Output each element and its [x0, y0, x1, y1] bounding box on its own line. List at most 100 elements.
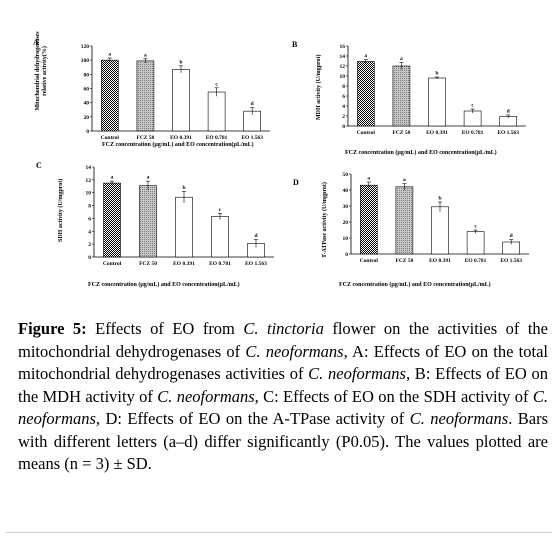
y-tick-label: 20: [343, 220, 349, 226]
y-tick-label: 40: [343, 188, 349, 194]
panel-a-xlabel: FCZ concentration (μg/mL) and EO concent…: [102, 142, 254, 148]
significance-letter: a: [364, 53, 367, 59]
x-category-label: Control: [360, 258, 379, 264]
panel-c-chart: 0 2 4 6 8 10 12 14 a Control a FCZ 50 b EO 0.391 c EO 0…: [84, 165, 284, 279]
bar-4: [211, 216, 229, 258]
panel-a-ylabel: Mitochondrial dehydrogenases relative ac…: [35, 16, 49, 126]
bar-2: [139, 185, 157, 258]
panel-label-b: B: [292, 40, 298, 49]
x-category-label: EO 1.563: [497, 130, 519, 136]
x-category-label: EO 1.563: [500, 258, 522, 264]
bar-1: [356, 61, 375, 127]
y-tick-label: 60: [84, 87, 90, 93]
bar-1: [359, 184, 378, 255]
y-tick-label: 6: [88, 216, 91, 222]
panel-chart-svg: 0 2 4 6 8 10 12 14 a Control a FCZ 50 b EO 0.391 c EO 0…: [86, 165, 274, 267]
significance-letter: a: [108, 52, 111, 58]
y-tick-label: 20: [84, 115, 90, 121]
panel-a-chart: 0 20 40 60 80 100 120 a Control a FCZ 50 b EO 0.391 c…: [80, 44, 280, 153]
y-tick-label: 30: [343, 204, 349, 210]
significance-letter: c: [215, 81, 218, 87]
caption-text: flower on the activities of the mitochon…: [18, 319, 549, 361]
caption-species-name: C. neoformans: [308, 364, 406, 383]
figure-5: A Mitochondrial dehydrogenases relative …: [33, 16, 539, 288]
y-tick-label: 12: [340, 64, 346, 70]
bar-3: [428, 77, 446, 127]
y-tick-label: 10: [343, 236, 349, 242]
significance-letter: d: [251, 101, 254, 107]
x-category-label: Control: [101, 135, 120, 141]
significance-letter: a: [144, 52, 147, 58]
panel-label-d: D: [293, 178, 299, 187]
caption-label: Figure 5:: [18, 319, 87, 338]
significance-letter: a: [111, 175, 114, 181]
y-tick-label: 120: [81, 44, 90, 50]
caption-species-name: C. neoformans: [245, 341, 344, 361]
significance-letter: b: [179, 59, 182, 65]
bar-3: [172, 69, 190, 132]
y-tick-label: 2: [88, 242, 91, 248]
y-tick-label: 10: [86, 191, 92, 197]
y-tick-label: 100: [81, 58, 90, 64]
y-tick-label: 10: [340, 74, 346, 80]
x-category-label: EO 1.563: [241, 135, 263, 141]
y-tick-label: 0: [86, 129, 89, 135]
panel-chart-svg: 0 10 20 30 40 50 a Control a FCZ 50 b EO 0.391 c EO 0…: [343, 172, 529, 264]
panel-d-xlabel: FCZ concentration (μg/mL) and EO concent…: [339, 282, 491, 288]
x-category-label: EO 0.781: [465, 258, 487, 264]
y-tick-label: 8: [342, 84, 345, 90]
y-tick-label: 14: [340, 54, 346, 60]
x-category-label: EO 0.391: [173, 261, 195, 267]
y-tick-label: 4: [342, 104, 345, 110]
panel-a-ylabel-line2: relative activity(%): [42, 46, 48, 96]
x-category-label: EO 0.781: [462, 130, 484, 136]
caption-species-name: C. neoformans: [157, 386, 255, 406]
bar-3: [431, 206, 449, 255]
y-tick-label: 0: [342, 124, 345, 130]
y-tick-label: 0: [88, 255, 91, 261]
panel-a-ylabel-line1: Mitochondrial dehydrogenases: [35, 31, 41, 111]
panel-label-a: A: [33, 38, 39, 47]
panel-d-ylabel: T-ATPase activity (U/mgprot): [322, 182, 328, 258]
bar-3: [175, 196, 193, 258]
y-tick-label: 16: [340, 44, 346, 50]
caption-species-name: C. neoformans: [409, 409, 509, 428]
significance-letter: a: [367, 176, 370, 182]
x-category-label: FCZ 50: [136, 135, 154, 141]
y-tick-label: 12: [86, 178, 92, 184]
significance-letter: d: [507, 109, 510, 115]
y-tick-label: 80: [84, 72, 90, 78]
significance-letter: c: [219, 207, 222, 213]
x-category-label: EO 1.563: [245, 261, 267, 267]
significance-letter: a: [147, 175, 150, 181]
figure-caption: Figure 5: Effects of EO from C. tinctori…: [18, 318, 548, 476]
caption-text: , B: Effects of EO on the MDH activity o…: [18, 364, 548, 406]
panel-b-xlabel: FCZ concentration (μg/mL) and EO concent…: [345, 150, 497, 156]
y-tick-label: 14: [86, 165, 92, 171]
x-category-label: FCZ 50: [392, 130, 410, 136]
y-tick-label: 2: [342, 114, 345, 120]
panel-label-c: C: [36, 161, 42, 170]
significance-letter: c: [471, 103, 474, 109]
bar-1: [103, 182, 121, 258]
caption-text: . Bars with different letters (a–d) diff…: [18, 409, 549, 473]
panel-d-chart: 0 10 20 30 40 50 a Control a FCZ 50 b EO 0.391 c EO 0…: [339, 172, 539, 276]
panel-c-ylabel: SDH activity (U/mgprot): [58, 178, 64, 242]
y-tick-label: 0: [345, 252, 348, 258]
panel-c-xlabel: FCZ concentration (μg/mL) and EO concent…: [88, 282, 240, 288]
panel-b-ylabel: MDH activity (U/mgprot): [316, 54, 322, 120]
x-category-label: FCZ 50: [395, 258, 413, 264]
bar-4: [463, 110, 482, 127]
bar-1: [100, 59, 119, 132]
x-category-label: EO 0.391: [170, 135, 192, 141]
panel-chart-svg: 0 2 4 6 8 10 12 14 16 a Control a FCZ 50 b EO 0.391 c EO…: [340, 44, 526, 136]
x-category-label: FCZ 50: [139, 261, 157, 267]
bar-2: [392, 65, 411, 127]
y-tick-label: 4: [88, 229, 91, 235]
significance-letter: d: [510, 233, 513, 239]
x-category-label: EO 0.781: [206, 135, 228, 141]
caption-text: , C: Effects of EO on the SDH activity o…: [254, 386, 533, 406]
x-category-label: Control: [103, 261, 122, 267]
caption-text: , A: Effects of EO on the total mitochon…: [18, 341, 548, 384]
y-tick-label: 8: [88, 204, 91, 210]
